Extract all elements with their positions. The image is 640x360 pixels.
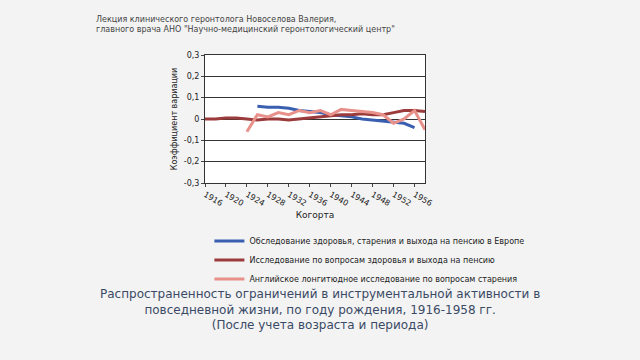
svg-text:1924: 1924	[244, 190, 266, 208]
svg-text:0: 0	[194, 115, 199, 124]
svg-text:Обследование здоровья, старени: Обследование здоровья, старения и выхода…	[249, 237, 524, 246]
svg-text:1916: 1916	[202, 190, 224, 208]
svg-text:0,3: 0,3	[187, 51, 200, 60]
svg-text:Распространенность ограничений: Распространенность ограничений в инструм…	[100, 287, 540, 332]
svg-text:-0,2: -0,2	[184, 157, 200, 166]
svg-text:1920: 1920	[223, 190, 245, 208]
svg-text:0,2: 0,2	[187, 72, 200, 81]
svg-text:1936: 1936	[307, 190, 329, 208]
svg-text:1944: 1944	[349, 190, 371, 208]
svg-text:Коэффициент вариации: Коэффициент вариации	[170, 68, 179, 170]
svg-text:Лекция клинического геронтолог: Лекция клинического геронтолога Новосело…	[96, 15, 395, 34]
svg-text:1956: 1956	[412, 190, 434, 208]
svg-text:-0,1: -0,1	[184, 136, 200, 145]
svg-text:1940: 1940	[328, 190, 350, 208]
svg-text:Когорта: Когорта	[296, 210, 335, 220]
svg-text:Английское лонгитюдное исследо: Английское лонгитюдное исследование по в…	[249, 275, 517, 284]
svg-text:1952: 1952	[391, 190, 413, 208]
svg-text:0,1: 0,1	[187, 93, 200, 102]
svg-text:1928: 1928	[265, 190, 287, 208]
svg-text:Исследование по вопросам здоро: Исследование по вопросам здоровья и выхо…	[249, 256, 495, 265]
svg-text:1932: 1932	[286, 190, 308, 208]
svg-text:1948: 1948	[370, 190, 392, 208]
svg-text:-0,3: -0,3	[184, 179, 200, 188]
